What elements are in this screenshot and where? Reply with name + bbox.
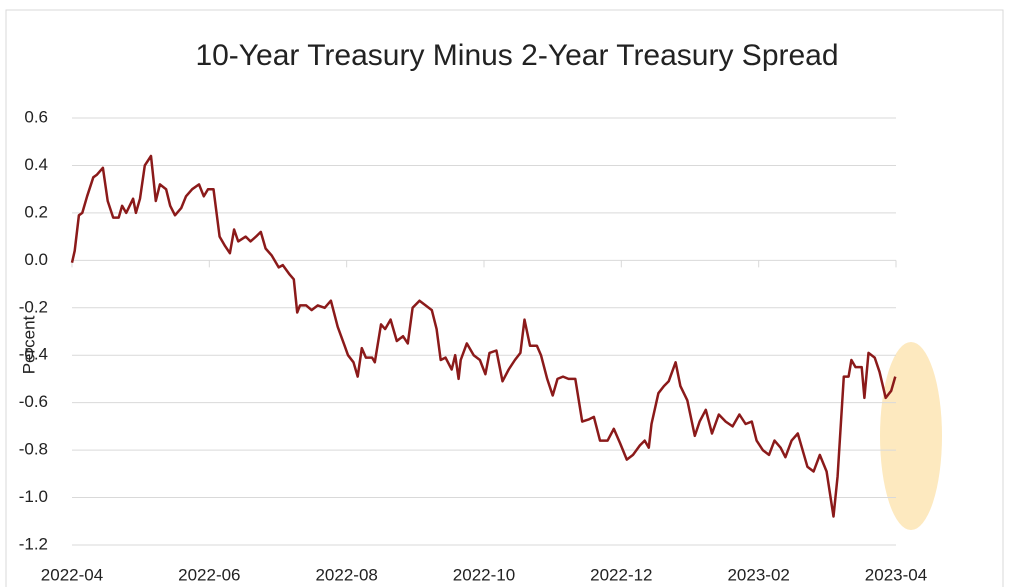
x-tick-label: 2022-04: [41, 565, 103, 584]
y-tick-label: -0.6: [19, 392, 48, 411]
y-axis-title: Percent: [19, 315, 38, 374]
x-tick-label: 2022-12: [590, 565, 652, 584]
chart-title: 10-Year Treasury Minus 2-Year Treasury S…: [195, 39, 838, 72]
y-tick-label: -1.0: [19, 487, 48, 506]
data-line: [70, 154, 897, 518]
y-tick-label: -1.2: [19, 534, 48, 553]
x-tick-label: 2023-04: [865, 565, 927, 584]
y-tick-label: 0.0: [24, 250, 48, 269]
y-tick-label: -0.4: [19, 345, 48, 364]
y-tick-label: 0.2: [24, 202, 48, 221]
highlight: [880, 342, 942, 530]
y-tick-label: 0.4: [24, 155, 48, 174]
y-tick-label: 0.6: [24, 107, 48, 126]
y-tick-label: -0.8: [19, 440, 48, 459]
chart-frame: [5, 9, 1004, 587]
x-tick-label: 2022-08: [315, 565, 377, 584]
x-tick-label: 2022-10: [453, 565, 515, 584]
x-tick-label: 2023-02: [727, 565, 789, 584]
y-tick-label: -0.2: [19, 297, 48, 316]
x-tick-label: 2022-06: [178, 565, 240, 584]
